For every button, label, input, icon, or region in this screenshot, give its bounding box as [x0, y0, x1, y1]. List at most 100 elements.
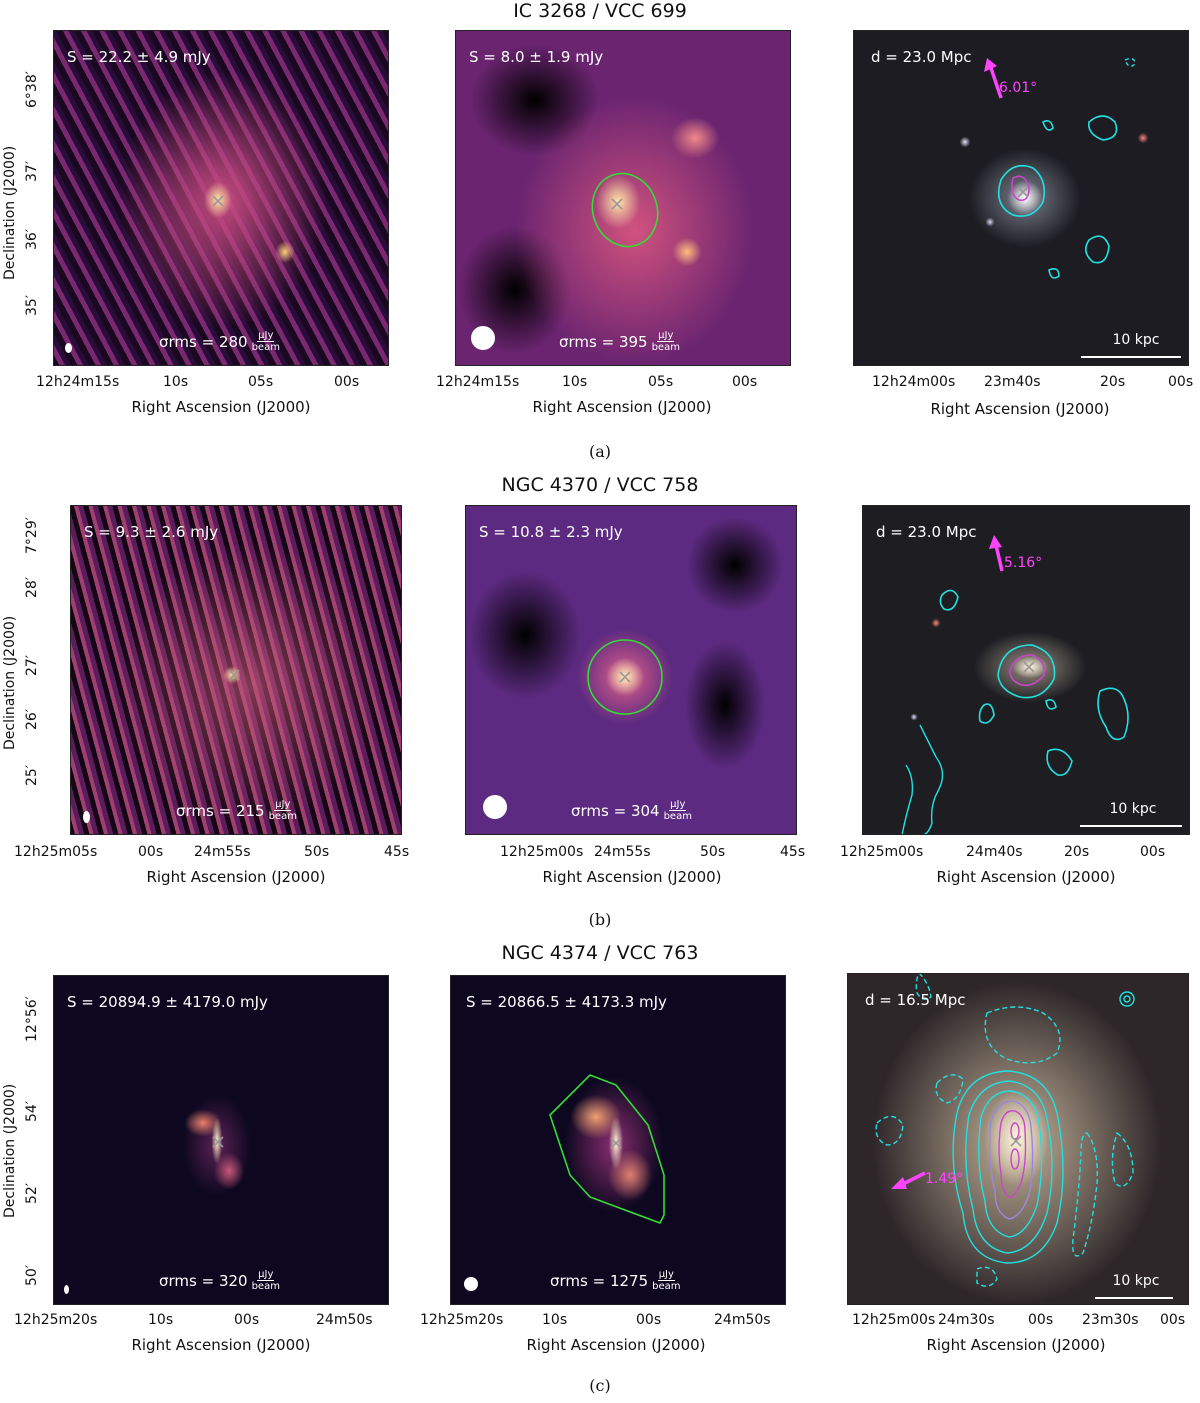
marker-layer	[212, 195, 224, 207]
contour-line	[875, 1115, 904, 1146]
beam-icon	[483, 795, 507, 819]
rms-unit-num: μJy	[657, 330, 675, 342]
xtick-c-mid-2: 00s	[636, 1312, 662, 1328]
ytick-a-0: 6°38′	[24, 71, 40, 108]
rms-value: σrms = 1275	[550, 1271, 649, 1290]
xtick-a-left-1: 10s	[163, 374, 189, 390]
rms-value: σrms = 320	[159, 1271, 248, 1290]
radio-map-a-mid: S = 8.0 ± 1.9 mJy σrms = 395 μJy beam	[455, 30, 791, 366]
contour-line	[1124, 57, 1136, 67]
contour-line	[988, 1100, 1034, 1220]
flux-label-c-mid: S = 20866.5 ± 4173.3 mJy	[466, 993, 667, 1011]
rms-unit: μJy beam	[652, 330, 680, 353]
ytick-b-3: 26′	[24, 709, 40, 730]
rms-unit-den: beam	[251, 1281, 280, 1292]
aperture-circle	[587, 639, 663, 715]
center-cross-icon	[1017, 186, 1029, 198]
rms-unit: μJy beam	[269, 799, 297, 822]
xlabel-c-left: Right Ascension (J2000)	[131, 1336, 311, 1354]
ytick-b-4: 25′	[24, 765, 40, 786]
ytick-a-2: 36′	[24, 229, 40, 250]
rms-unit-num: μJy	[657, 1269, 675, 1281]
xtick-c-right-4: 00s	[1160, 1312, 1186, 1328]
center-cross-icon	[212, 195, 224, 207]
rms-label-a-mid: σrms = 395 μJy beam	[559, 330, 680, 353]
xlabel-a-mid: Right Ascension (J2000)	[532, 398, 712, 416]
aperture-polygon	[549, 1074, 665, 1224]
radio-map-c-mid: S = 20866.5 ± 4173.3 mJy σrms = 1275 μJy…	[450, 975, 786, 1305]
declination-label-a: Declination (J2000)	[2, 145, 18, 280]
contour-line	[1046, 748, 1073, 777]
ytick-a-1: 37′	[24, 161, 40, 182]
xtick-b-left-1: 00s	[138, 844, 164, 860]
rms-unit-num: μJy	[669, 799, 687, 811]
radio-map-b-left: S = 9.3 ± 2.6 mJy σrms = 215 μJy beam	[70, 505, 402, 835]
beam-icon	[64, 1285, 69, 1294]
scale-bar	[1081, 356, 1181, 358]
rms-label-b-left: σrms = 215 μJy beam	[176, 799, 297, 822]
row-title-a: IC 3268 / VCC 699	[513, 0, 687, 22]
marker-layer	[212, 1136, 224, 1148]
flux-label-a-left: S = 22.2 ± 4.9 mJy	[67, 48, 211, 66]
xlabel-b-mid: Right Ascension (J2000)	[542, 868, 722, 886]
xtick-c-right-1: 24m30s	[938, 1312, 995, 1328]
center-cross-icon	[619, 671, 631, 683]
rms-unit-den: beam	[663, 811, 692, 822]
ytick-b-2: 27′	[24, 655, 40, 676]
caption-c: (c)	[589, 1376, 611, 1395]
xtick-b-right-2: 20s	[1064, 844, 1090, 860]
scale-bar	[1080, 825, 1182, 827]
ytick-b-1: 28′	[24, 577, 40, 598]
ytick-c-1: 54′	[24, 1101, 40, 1122]
xtick-b-mid-2: 50s	[700, 844, 726, 860]
xlabel-b-right: Right Ascension (J2000)	[936, 868, 1116, 886]
xtick-a-mid-1: 10s	[562, 374, 588, 390]
rms-unit: μJy beam	[252, 1269, 280, 1292]
xtick-b-left-4: 45s	[384, 844, 410, 860]
inner-contour-line	[1011, 175, 1030, 202]
center-cross-icon	[1010, 1135, 1022, 1147]
contour-line	[1072, 1132, 1098, 1257]
declination-label-c: Declination (J2000)	[2, 1083, 18, 1218]
center-cross-icon	[1023, 661, 1035, 673]
rms-label-c-mid: σrms = 1275 μJy beam	[550, 1269, 681, 1292]
contour-line	[976, 1266, 998, 1287]
rms-unit: μJy beam	[652, 1269, 680, 1292]
rms-unit: μJy beam	[664, 799, 692, 822]
radio-map-b-mid: S = 10.8 ± 2.3 mJy σrms = 304 μJy beam	[465, 505, 797, 835]
aperture-layer	[591, 172, 659, 248]
rms-unit-num: μJy	[257, 330, 275, 342]
radio-map-a-left: S = 22.2 ± 4.9 mJy σrms = 280 μJy beam	[53, 30, 389, 366]
direction-arrow-icon	[984, 58, 1003, 99]
rms-unit-num: μJy	[274, 799, 292, 811]
xtick-c-right-3: 23m30s	[1082, 1312, 1139, 1328]
rms-label-a-left: σrms = 280 μJy beam	[159, 330, 280, 353]
rms-unit-den: beam	[251, 342, 280, 353]
angle-label-c: 1.49°	[925, 1171, 964, 1187]
row-title-c: NGC 4374 / VCC 763	[501, 942, 699, 964]
contour-line	[1048, 268, 1060, 279]
xlabel-c-right: Right Ascension (J2000)	[926, 1336, 1106, 1354]
xtick-c-mid-3: 24m50s	[714, 1312, 771, 1328]
rms-value: σrms = 215	[176, 801, 265, 820]
declination-label-b: Declination (J2000)	[2, 615, 18, 750]
xtick-c-left-0: 12h25m20s	[14, 1312, 98, 1328]
contour-line	[1097, 687, 1129, 741]
contour-line	[978, 703, 995, 724]
xtick-a-left-2: 05s	[248, 374, 274, 390]
direction-arrow-icon	[891, 1171, 926, 1189]
xtick-b-right-3: 00s	[1140, 844, 1166, 860]
xtick-a-right-1: 23m40s	[984, 374, 1041, 390]
xlabel-c-mid: Right Ascension (J2000)	[526, 1336, 706, 1354]
optical-image-b: d = 23.0 Mpc 5.16° 10 kpc	[862, 505, 1190, 835]
center-cross-icon	[611, 198, 623, 210]
xtick-a-left-3: 00s	[334, 374, 360, 390]
distance-label-a: d = 23.0 Mpc	[871, 48, 972, 66]
contour-line	[915, 973, 932, 1000]
ytick-c-0: 12°56′	[24, 996, 40, 1042]
distance-label-b: d = 23.0 Mpc	[876, 523, 977, 541]
flux-label-b-mid: S = 10.8 ± 2.3 mJy	[479, 523, 623, 541]
contour-line	[1042, 120, 1054, 131]
scale-label-c: 10 kpc	[1112, 1273, 1160, 1289]
row-title-b: NGC 4370 / VCC 758	[501, 474, 699, 496]
